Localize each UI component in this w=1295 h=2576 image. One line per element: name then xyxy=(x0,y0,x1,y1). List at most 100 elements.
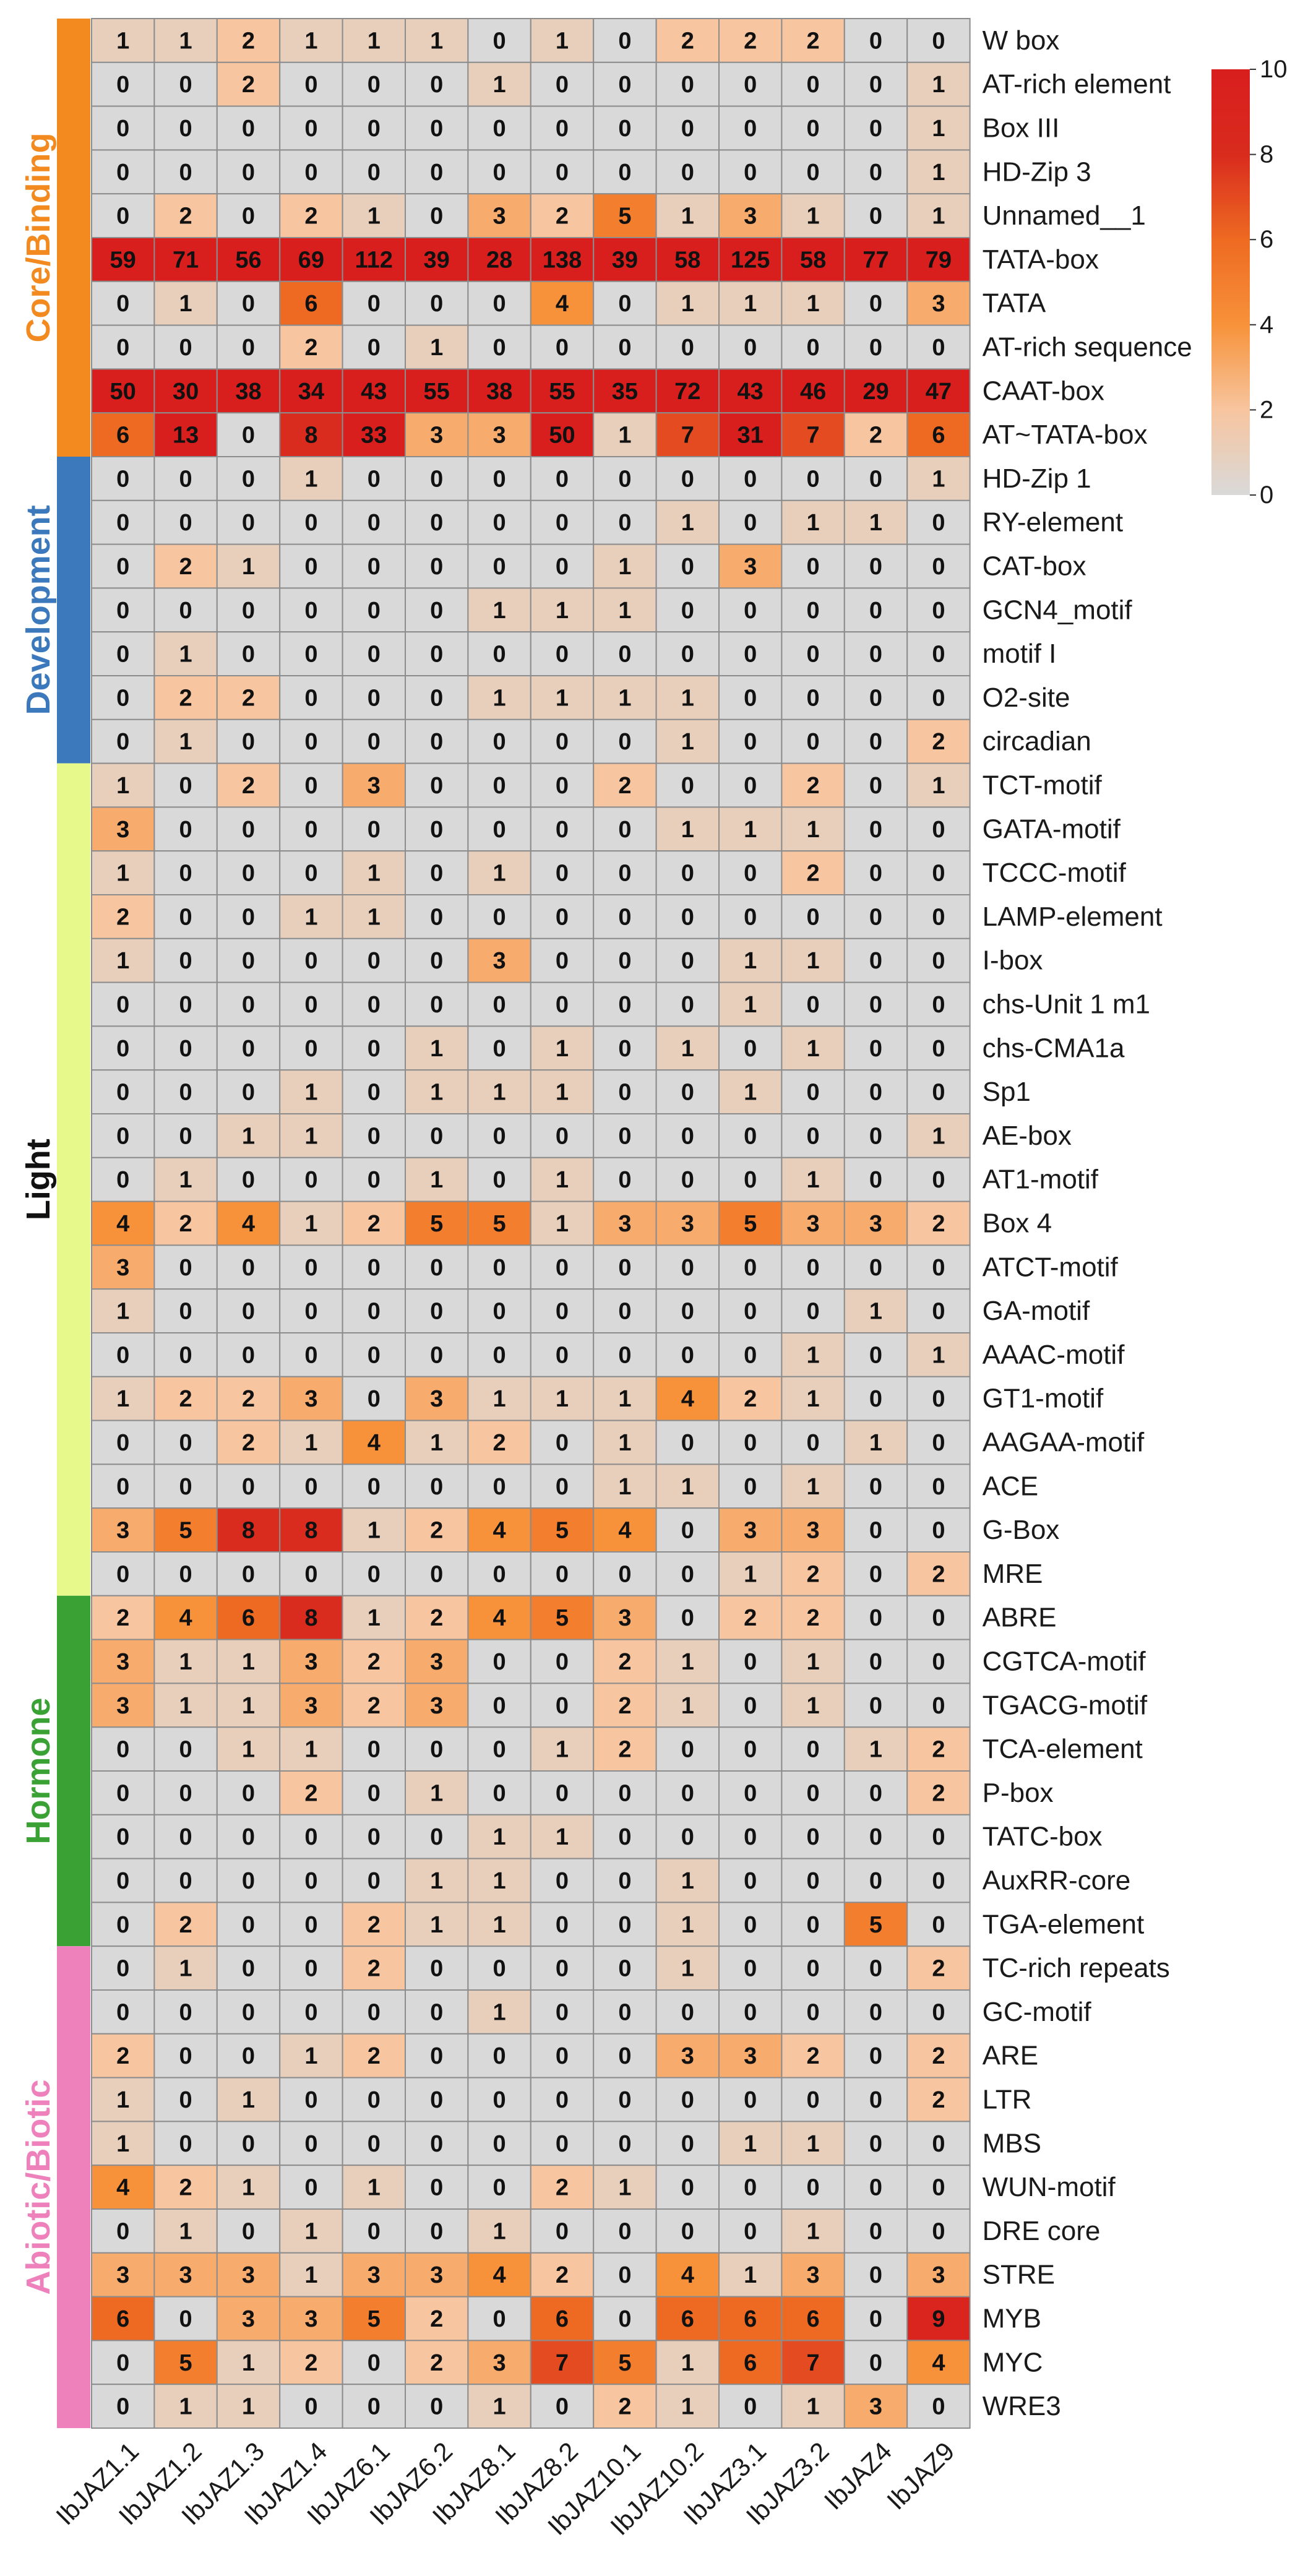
heatmap-cell-value: 0 xyxy=(179,773,192,799)
row-label: TCA-element xyxy=(983,1734,1143,1764)
heatmap-cell-value: 0 xyxy=(368,1386,381,1412)
heatmap-cell-value: 0 xyxy=(430,1123,443,1149)
heatmap-cell-value: 0 xyxy=(618,2306,631,2332)
heatmap-cell xyxy=(593,456,657,501)
heatmap-cell-value: 3 xyxy=(116,1255,129,1281)
heatmap-cell xyxy=(655,193,720,239)
heatmap-cell-value: 0 xyxy=(242,466,255,492)
heatmap-cell-value: 0 xyxy=(681,466,694,492)
heatmap-cell xyxy=(843,1945,908,1991)
heatmap-cell xyxy=(781,193,845,239)
heatmap-cell-value: 0 xyxy=(368,466,381,492)
heatmap-cell-value: 0 xyxy=(179,1868,192,1894)
heatmap-cell-value: 0 xyxy=(556,992,569,1018)
heatmap-cell-value: 2 xyxy=(744,1605,757,1631)
heatmap-cell xyxy=(91,105,155,151)
heatmap-cell-value: 4 xyxy=(179,1605,192,1631)
heatmap-cell xyxy=(153,2077,218,2122)
heatmap-cell xyxy=(781,762,845,808)
heatmap-cell-value: 0 xyxy=(116,1036,129,1062)
heatmap-cell xyxy=(279,1244,343,1290)
heatmap-cell xyxy=(91,1507,155,1553)
heatmap-cell-value: 0 xyxy=(932,510,945,536)
heatmap-cell xyxy=(405,324,469,370)
heatmap-cell xyxy=(467,2208,531,2254)
row-label: TGACG-motif xyxy=(983,1690,1148,1720)
heatmap-cell xyxy=(718,193,783,239)
heatmap-cell xyxy=(718,543,783,589)
heatmap-cell xyxy=(279,1157,343,1202)
heatmap-cell-value: 2 xyxy=(744,1386,757,1412)
heatmap-cell-value: 0 xyxy=(430,861,443,887)
heatmap-cell-value: 0 xyxy=(493,1649,506,1675)
heatmap-cell-value: 0 xyxy=(807,1299,820,1325)
heatmap-cell xyxy=(843,1682,908,1728)
heatmap-cell xyxy=(718,1157,783,1202)
heatmap-cell xyxy=(216,61,281,107)
heatmap-cell xyxy=(216,280,281,326)
heatmap-cell-value: 4 xyxy=(493,2262,506,2288)
heatmap-cell-value: 0 xyxy=(493,729,506,755)
heatmap-cell-value: 0 xyxy=(493,2131,506,2157)
heatmap-cell xyxy=(906,237,971,282)
group-bar-4 xyxy=(57,1946,90,2428)
heatmap-cell-value: 0 xyxy=(430,2131,443,2157)
row-label: G-Box xyxy=(983,1515,1060,1545)
heatmap-cell-value: 0 xyxy=(368,72,381,98)
heatmap-cell-value: 1 xyxy=(368,861,381,887)
heatmap-cell xyxy=(718,149,783,195)
heatmap-cell-value: 3 xyxy=(242,2306,255,2332)
heatmap-cell-value: 0 xyxy=(116,2394,129,2420)
heatmap-cell-value: 0 xyxy=(869,904,882,930)
heatmap-cell xyxy=(593,368,657,414)
heatmap-cell-value: 0 xyxy=(430,2394,443,2420)
heatmap-cell xyxy=(91,718,155,764)
heatmap-cell xyxy=(405,368,469,414)
heatmap-cell-value: 1 xyxy=(681,204,694,230)
heatmap-cell-value: 0 xyxy=(556,1912,569,1938)
heatmap-cell xyxy=(342,1902,406,1947)
heatmap-cell xyxy=(405,1945,469,1991)
heatmap-cell xyxy=(718,1858,783,1903)
heatmap-cell-value: 0 xyxy=(304,1956,317,1982)
heatmap-cell-value: 0 xyxy=(556,116,569,142)
heatmap-cell-value: 0 xyxy=(932,1999,945,2025)
heatmap-cell-value: 0 xyxy=(681,1561,694,1587)
heatmap-cell-value: 0 xyxy=(681,2087,694,2113)
heatmap-cell-value: 0 xyxy=(304,1036,317,1062)
row-label: TC-rich repeats xyxy=(983,1953,1170,1983)
heatmap-cell-value: 0 xyxy=(493,291,506,317)
heatmap-cell xyxy=(153,1332,218,1377)
heatmap-cell-value: 0 xyxy=(368,2350,381,2376)
heatmap-cell xyxy=(655,456,720,501)
heatmap-cell-value: 0 xyxy=(116,160,129,186)
heatmap-cell-value: 0 xyxy=(556,2131,569,2157)
heatmap-cell-value: 47 xyxy=(926,379,952,405)
heatmap-cell-value: 0 xyxy=(869,642,882,668)
heatmap-cell xyxy=(530,806,595,852)
heatmap-cell-value: 0 xyxy=(932,1912,945,1938)
heatmap-cell-value: 1 xyxy=(179,729,192,755)
heatmap-cell-value: 2 xyxy=(368,1649,381,1675)
heatmap-cell-value: 0 xyxy=(368,1342,381,1368)
heatmap-cell-value: 0 xyxy=(869,2043,882,2069)
heatmap-cell-value: 0 xyxy=(368,2087,381,2113)
heatmap-cell-value: 0 xyxy=(618,1123,631,1149)
heatmap-cell-value: 8 xyxy=(242,1518,255,1544)
heatmap-cell-value: 1 xyxy=(493,1912,506,1938)
heatmap-cell-value: 2 xyxy=(493,1430,506,1456)
heatmap-cell xyxy=(405,937,469,983)
heatmap-cell-value: 2 xyxy=(807,861,820,887)
heatmap-cell-value: 0 xyxy=(744,1693,757,1719)
heatmap-cell xyxy=(843,280,908,326)
heatmap-cell xyxy=(906,499,971,545)
heatmap-cell-value: 2 xyxy=(932,1956,945,1982)
heatmap-cell-value: 0 xyxy=(242,817,255,843)
heatmap-cell-value: 1 xyxy=(368,904,381,930)
heatmap-cell-value: 1 xyxy=(493,598,506,624)
heatmap-cell-value: 0 xyxy=(556,2218,569,2244)
heatmap-cell xyxy=(530,1902,595,1947)
heatmap-cell-value: 0 xyxy=(681,1518,694,1544)
heatmap-cell-value: 0 xyxy=(116,466,129,492)
heatmap-cell-value: 1 xyxy=(116,2131,129,2157)
